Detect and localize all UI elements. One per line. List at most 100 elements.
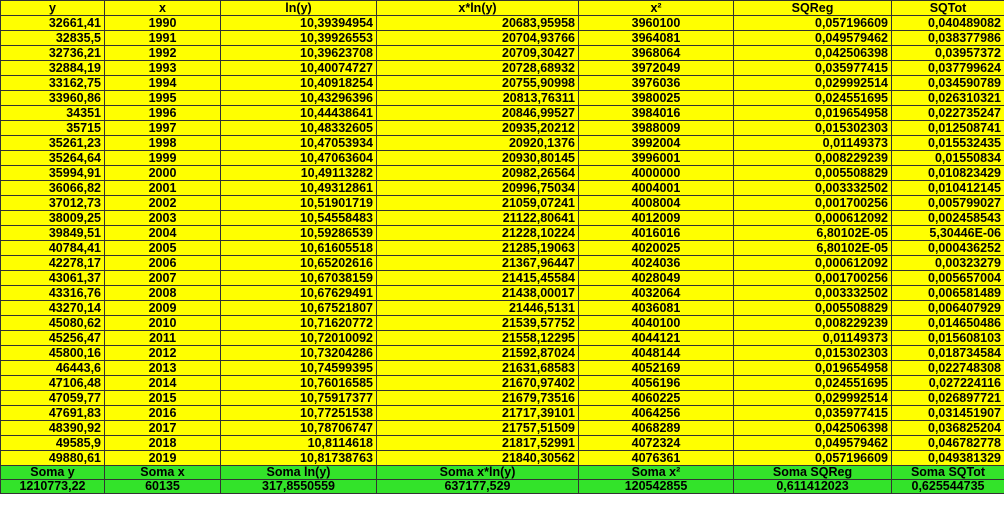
cell-ln-y[interactable]: 10,47053934 bbox=[220, 135, 377, 151]
cell-y[interactable]: 34351 bbox=[0, 105, 105, 121]
cell-ln-y[interactable]: 10,49113282 bbox=[220, 165, 377, 181]
cell-y[interactable]: 33162,75 bbox=[0, 75, 105, 91]
cell-sqtot[interactable]: 0,026897721 bbox=[891, 390, 1004, 406]
cell-x-ln-y[interactable]: 20813,76311 bbox=[376, 90, 579, 106]
cell-x-squared[interactable]: 4048144 bbox=[578, 345, 734, 361]
cell-x[interactable]: 1995 bbox=[104, 90, 221, 106]
cell-sqtot[interactable]: 0,031451907 bbox=[891, 405, 1004, 421]
cell-sqreg[interactable]: 0,001700256 bbox=[733, 195, 892, 211]
cell-sqreg[interactable]: 0,024551695 bbox=[733, 90, 892, 106]
cell-sqtot[interactable]: 0,046782778 bbox=[891, 435, 1004, 451]
cell-sqtot[interactable]: 0,027224116 bbox=[891, 375, 1004, 391]
cell-x-ln-y[interactable]: 21670,97402 bbox=[376, 375, 579, 391]
cell-ln-y[interactable]: 10,67038159 bbox=[220, 270, 377, 286]
cell-x-squared[interactable]: 4060225 bbox=[578, 390, 734, 406]
cell-y[interactable]: 45080,62 bbox=[0, 315, 105, 331]
cell-sqreg[interactable]: 0,01149373 bbox=[733, 330, 892, 346]
column-header-sqreg[interactable]: SQReg bbox=[733, 0, 892, 16]
cell-sqreg[interactable]: 0,057196609 bbox=[733, 15, 892, 31]
cell-sqreg[interactable]: 0,003332502 bbox=[733, 285, 892, 301]
cell-y[interactable]: 40784,41 bbox=[0, 240, 105, 256]
cell-sqreg[interactable]: 0,029992514 bbox=[733, 75, 892, 91]
cell-sqreg[interactable]: 0,042506398 bbox=[733, 45, 892, 61]
cell-sqreg[interactable]: 0,029992514 bbox=[733, 390, 892, 406]
total-label-sqreg[interactable]: Soma SQReg bbox=[733, 465, 892, 480]
cell-y[interactable]: 46443,6 bbox=[0, 360, 105, 376]
cell-y[interactable]: 35715 bbox=[0, 120, 105, 136]
cell-x-ln-y[interactable]: 21817,52991 bbox=[376, 435, 579, 451]
cell-x[interactable]: 2011 bbox=[104, 330, 221, 346]
total-label-x[interactable]: Soma x bbox=[104, 465, 221, 480]
cell-ln-y[interactable]: 10,39623708 bbox=[220, 45, 377, 61]
cell-sqreg[interactable]: 0,001700256 bbox=[733, 270, 892, 286]
cell-x-ln-y[interactable]: 20846,99527 bbox=[376, 105, 579, 121]
cell-sqtot[interactable]: 0,026310321 bbox=[891, 90, 1004, 106]
cell-ln-y[interactable]: 10,81738763 bbox=[220, 450, 377, 466]
cell-x-squared[interactable]: 4040100 bbox=[578, 315, 734, 331]
cell-x-squared[interactable]: 3980025 bbox=[578, 90, 734, 106]
cell-sqreg[interactable]: 0,015302303 bbox=[733, 120, 892, 136]
cell-sqtot[interactable]: 0,006581489 bbox=[891, 285, 1004, 301]
cell-y[interactable]: 47691,83 bbox=[0, 405, 105, 421]
cell-x-ln-y[interactable]: 21059,07241 bbox=[376, 195, 579, 211]
cell-sqtot[interactable]: 0,00323279 bbox=[891, 255, 1004, 271]
cell-x-ln-y[interactable]: 21840,30562 bbox=[376, 450, 579, 466]
cell-ln-y[interactable]: 10,8114618 bbox=[220, 435, 377, 451]
cell-x-squared[interactable]: 4036081 bbox=[578, 300, 734, 316]
cell-x-squared[interactable]: 4032064 bbox=[578, 285, 734, 301]
cell-x[interactable]: 2009 bbox=[104, 300, 221, 316]
cell-y[interactable]: 47059,77 bbox=[0, 390, 105, 406]
cell-x-squared[interactable]: 4000000 bbox=[578, 165, 734, 181]
total-label-x-squared[interactable]: Soma x² bbox=[578, 465, 734, 480]
cell-y[interactable]: 43061,37 bbox=[0, 270, 105, 286]
cell-x[interactable]: 1998 bbox=[104, 135, 221, 151]
cell-x-squared[interactable]: 3960100 bbox=[578, 15, 734, 31]
cell-ln-y[interactable]: 10,65202616 bbox=[220, 255, 377, 271]
cell-sqtot[interactable]: 0,018734584 bbox=[891, 345, 1004, 361]
cell-sqreg[interactable]: 0,042506398 bbox=[733, 420, 892, 436]
cell-x-squared[interactable]: 4076361 bbox=[578, 450, 734, 466]
cell-x-ln-y[interactable]: 20982,26564 bbox=[376, 165, 579, 181]
cell-x-ln-y[interactable]: 20683,95958 bbox=[376, 15, 579, 31]
cell-sqtot[interactable]: 0,005657004 bbox=[891, 270, 1004, 286]
cell-x-squared[interactable]: 4020025 bbox=[578, 240, 734, 256]
cell-x[interactable]: 1991 bbox=[104, 30, 221, 46]
cell-y[interactable]: 45256,47 bbox=[0, 330, 105, 346]
cell-x[interactable]: 2016 bbox=[104, 405, 221, 421]
cell-x-squared[interactable]: 4016016 bbox=[578, 225, 734, 241]
total-value-x-squared[interactable]: 120542855 bbox=[578, 479, 734, 494]
cell-sqtot[interactable]: 0,01550834 bbox=[891, 150, 1004, 166]
cell-ln-y[interactable]: 10,39926553 bbox=[220, 30, 377, 46]
cell-ln-y[interactable]: 10,74599395 bbox=[220, 360, 377, 376]
cell-sqtot[interactable]: 0,000436252 bbox=[891, 240, 1004, 256]
cell-sqreg[interactable]: 0,057196609 bbox=[733, 450, 892, 466]
cell-x-squared[interactable]: 4064256 bbox=[578, 405, 734, 421]
cell-y[interactable]: 42278,17 bbox=[0, 255, 105, 271]
cell-x-ln-y[interactable]: 21122,80641 bbox=[376, 210, 579, 226]
cell-y[interactable]: 48390,92 bbox=[0, 420, 105, 436]
total-label-sqtot[interactable]: Soma SQTot bbox=[891, 465, 1004, 480]
cell-x-squared[interactable]: 3972049 bbox=[578, 60, 734, 76]
cell-ln-y[interactable]: 10,72010092 bbox=[220, 330, 377, 346]
cell-x[interactable]: 1993 bbox=[104, 60, 221, 76]
cell-y[interactable]: 32835,5 bbox=[0, 30, 105, 46]
cell-sqtot[interactable]: 0,034590789 bbox=[891, 75, 1004, 91]
cell-ln-y[interactable]: 10,51901719 bbox=[220, 195, 377, 211]
cell-x[interactable]: 1996 bbox=[104, 105, 221, 121]
cell-sqreg[interactable]: 0,008229239 bbox=[733, 315, 892, 331]
cell-x-squared[interactable]: 3992004 bbox=[578, 135, 734, 151]
cell-ln-y[interactable]: 10,49312861 bbox=[220, 180, 377, 196]
column-header-x-ln-y[interactable]: x*ln(y) bbox=[376, 0, 579, 16]
cell-x-squared[interactable]: 4052169 bbox=[578, 360, 734, 376]
cell-ln-y[interactable]: 10,67521807 bbox=[220, 300, 377, 316]
cell-ln-y[interactable]: 10,40074727 bbox=[220, 60, 377, 76]
cell-x[interactable]: 2003 bbox=[104, 210, 221, 226]
cell-x-ln-y[interactable]: 20935,20212 bbox=[376, 120, 579, 136]
cell-x-ln-y[interactable]: 21539,57752 bbox=[376, 315, 579, 331]
total-value-x-ln-y[interactable]: 637177,529 bbox=[376, 479, 579, 494]
cell-x[interactable]: 2012 bbox=[104, 345, 221, 361]
cell-sqtot[interactable]: 0,049381329 bbox=[891, 450, 1004, 466]
column-header-y[interactable]: y bbox=[0, 0, 105, 16]
cell-sqtot[interactable]: 0,012508741 bbox=[891, 120, 1004, 136]
cell-ln-y[interactable]: 10,40918254 bbox=[220, 75, 377, 91]
